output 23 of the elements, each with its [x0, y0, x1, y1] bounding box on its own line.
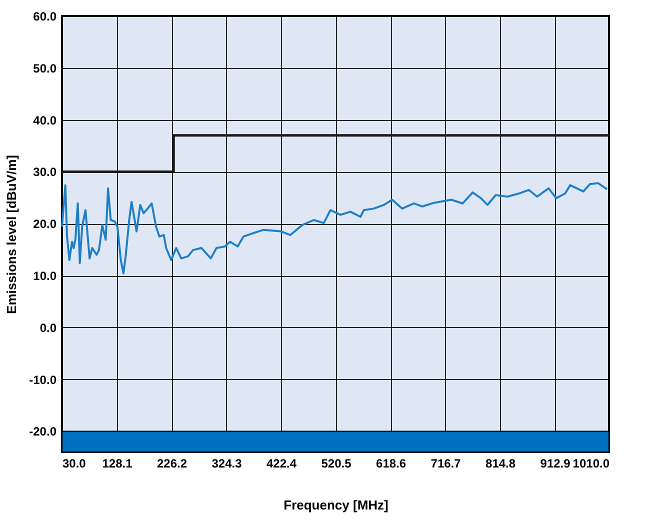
x-tick-label: 30.0 [62, 456, 86, 470]
y-axis-title: Emissions level [dBuV/m] [4, 155, 20, 314]
x-tick-label: 128.1 [102, 456, 133, 470]
y-tick-label: -10.0 [29, 372, 57, 387]
y-tick-label: 50.0 [33, 61, 57, 76]
y-tick-label: 0.0 [40, 320, 57, 335]
y-tick-label: -20.0 [29, 424, 57, 439]
x-tick-label: 912.9 [540, 456, 571, 470]
x-axis-title: Frequency [MHz] [284, 498, 388, 512]
x-tick-label: 1010.0 [572, 456, 610, 470]
y-tick-label: 40.0 [33, 113, 57, 128]
line-series [61, 182, 608, 274]
x-tick-label: 716.7 [430, 456, 462, 470]
x-tick-label: 324.3 [212, 456, 242, 470]
x-tick-label: 226.2 [156, 456, 188, 470]
y-tick-label: 10.0 [33, 269, 57, 284]
x-tick-label: 520.5 [321, 456, 352, 470]
y-tick-label: 20.0 [33, 217, 57, 232]
x-tick-label: 422.4 [266, 456, 297, 470]
y-tick-label: 30.0 [33, 165, 57, 180]
y-tick-label: 60.0 [33, 10, 57, 24]
x-tick-label: 814.8 [486, 456, 516, 470]
x-tick-label: 618.6 [376, 456, 406, 470]
